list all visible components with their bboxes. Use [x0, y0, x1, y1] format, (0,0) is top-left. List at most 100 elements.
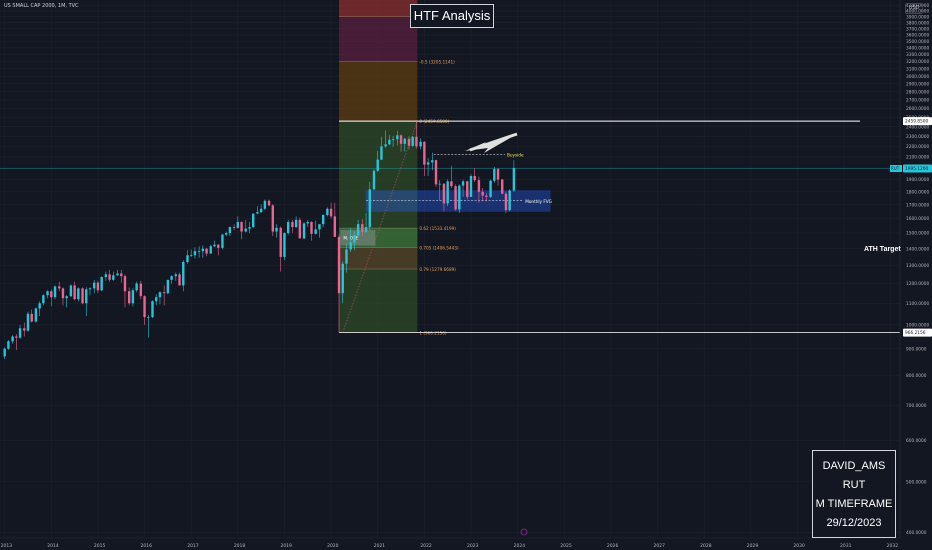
x-tick-label: 2014: [47, 543, 59, 549]
candle-body: [458, 185, 461, 210]
price-label-text: 1995.1200: [905, 166, 929, 172]
x-tick-label: 2020: [327, 543, 339, 549]
candle-body: [391, 139, 395, 141]
candle-body: [104, 274, 108, 278]
candle-body: [419, 141, 422, 147]
candle-body: [131, 290, 135, 304]
candle-body: [259, 208, 263, 213]
x-tick-label: 2016: [141, 543, 153, 549]
candle-body: [127, 291, 131, 304]
candle-body: [407, 138, 411, 146]
candle-body: [399, 135, 403, 144]
candle-body: [411, 136, 414, 146]
fvg-label: M. OTE: [343, 236, 358, 241]
candle-body: [69, 285, 73, 297]
candle-body: [415, 136, 418, 147]
fib-level-label: -0.5 (3205.1141): [419, 60, 455, 65]
candle-body: [158, 292, 162, 298]
y-tick-label: 3800.0000: [906, 20, 930, 26]
candle-body: [73, 285, 76, 300]
candle-body: [337, 236, 341, 294]
y-tick-label: 500.0000: [906, 479, 927, 485]
y-tick-label: 3400.0000: [906, 45, 930, 51]
y-axis-panel: [900, 0, 932, 550]
candle-body: [388, 139, 391, 145]
y-tick-label: 3600.0000: [906, 32, 930, 38]
fib-level-label: 0.79 (1279.6689): [419, 267, 456, 272]
candle-body: [143, 296, 146, 318]
x-tick-label: 2017: [187, 543, 199, 549]
x-tick-label: 2029: [747, 543, 759, 549]
x-tick-label: 2026: [607, 543, 619, 549]
candle-body: [166, 279, 170, 294]
fib-zone: [339, 61, 418, 122]
fvg-label: Monthly FVG: [525, 199, 552, 204]
x-tick-label: 2031: [840, 543, 852, 549]
y-tick-label: 2400.0000: [906, 124, 930, 130]
x-tick-label: 2025: [560, 543, 572, 549]
candle-body: [496, 169, 500, 180]
candle-body: [380, 146, 383, 160]
y-tick-label: 2600.0000: [906, 106, 930, 112]
candle-body: [193, 251, 197, 256]
candle-body: [368, 189, 371, 228]
candle-body: [186, 255, 189, 263]
candle-body: [221, 234, 224, 248]
x-tick-label: 2021: [374, 543, 386, 549]
candle-body: [326, 208, 329, 215]
y-tick-label: 3200.0000: [906, 59, 930, 65]
candle-body: [77, 288, 80, 300]
candle-body: [286, 222, 290, 234]
candle-body: [96, 282, 100, 291]
x-tick-label: 2032: [887, 543, 899, 549]
candle-body: [120, 273, 123, 277]
ote-zone-lower: [339, 247, 418, 270]
candle-body: [7, 341, 10, 349]
candle-body: [58, 286, 61, 289]
candle-body: [466, 181, 469, 197]
buyside-label: Buyside: [507, 152, 524, 157]
info-timeframe: M TIMEFRAME: [815, 498, 893, 510]
y-tick-label: 1000.0000: [906, 322, 930, 328]
y-tick-label: 1300.0000: [906, 263, 930, 269]
y-tick-label: 1700.0000: [906, 202, 930, 208]
y-tick-label: 800.0000: [906, 373, 927, 379]
y-tick-label: 600.0000: [906, 438, 927, 444]
candle-body: [92, 282, 96, 289]
y-tick-label: 400.0000: [906, 530, 927, 536]
candle-body: [298, 219, 302, 239]
candle-body: [256, 212, 259, 214]
x-tick-label: 2022: [420, 543, 432, 549]
fib-zone: [339, 0, 418, 17]
candle-body: [508, 190, 511, 211]
candle-body: [236, 222, 240, 228]
candle-body: [197, 251, 201, 252]
x-tick-label: 2013: [1, 543, 13, 549]
candle-body: [403, 138, 406, 144]
candle-body: [384, 144, 387, 147]
price-label-text: 966.2156: [905, 330, 926, 336]
fvg-zone: [340, 230, 376, 246]
candle-body: [147, 317, 150, 318]
candle-body: [275, 227, 278, 232]
candle-body: [501, 179, 504, 194]
candle-body: [42, 295, 45, 304]
y-tick-label: 3000.0000: [906, 74, 930, 80]
candle-body: [116, 273, 119, 276]
candle-body: [504, 193, 508, 211]
candle-body: [228, 227, 232, 234]
candle-body: [431, 160, 434, 163]
symbol-title: US SMALL CAP 2000, 1M, TVC: [4, 3, 79, 9]
fib-level-label: 0.705 (1406.5443): [419, 246, 459, 251]
info-symbol: RUT: [842, 479, 866, 491]
currency-badge[interactable]: USD: [905, 3, 923, 14]
candle-body: [302, 223, 306, 239]
y-tick-label: 1400.0000: [906, 246, 930, 252]
candle-body: [283, 233, 286, 257]
candle-body: [88, 288, 92, 290]
x-tick-label: 2030: [793, 543, 805, 549]
candle-body: [446, 181, 449, 204]
candle-body: [279, 227, 282, 257]
